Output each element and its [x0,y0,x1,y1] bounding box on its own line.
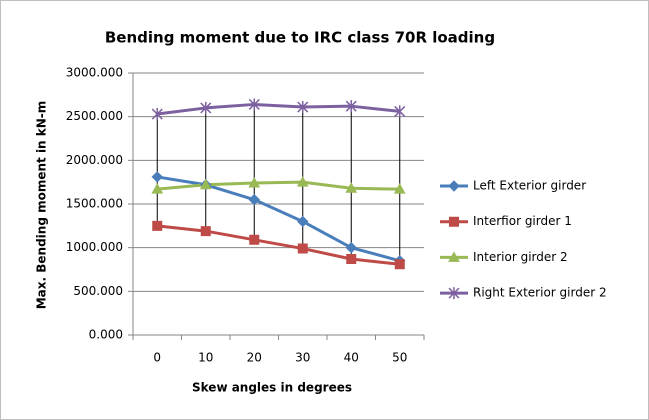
marker [448,251,460,262]
marker [346,254,357,265]
legend-label: Right Exterior girder 2 [473,286,607,300]
marker [248,98,260,111]
marker [297,215,309,228]
marker [296,176,309,187]
y-tick-label: 2500.000 [66,109,123,123]
marker [394,259,405,270]
x-tick-label: 40 [344,351,359,365]
chart-title: Bending moment due to IRC class 70R load… [105,29,495,47]
x-tick-label: 50 [392,351,407,365]
marker [449,216,459,227]
marker [297,101,309,114]
series-line [157,180,400,191]
marker [200,101,212,114]
y-tick-label: 500.000 [73,284,123,298]
marker [448,180,460,192]
marker [345,100,357,113]
legend-label: Left Exterior girder [473,179,586,193]
marker [248,177,261,188]
marker [151,108,163,121]
marker [393,183,406,194]
marker [249,234,260,245]
marker [345,182,358,193]
x-tick-label: 0 [153,351,161,365]
series-line [157,175,401,263]
y-axis-title: Max. Bending moment in kN-m [35,101,49,310]
y-tick-label: 0.000 [89,328,123,342]
legend-label: Interior girder 2 [473,250,568,264]
x-tick-label: 10 [198,351,213,365]
marker [152,220,163,231]
x-tick-label: 20 [247,351,262,365]
y-tick-label: 1000.000 [66,240,123,254]
x-axis-title: Skew angles in degrees [192,381,352,395]
marker [199,178,212,190]
legend-label: Interfior girder 1 [473,214,572,228]
series-line [157,102,400,116]
marker [448,287,460,300]
marker [151,183,164,194]
y-tick-label: 2000.000 [66,153,123,167]
marker [200,226,211,237]
marker [248,193,260,206]
marker [297,243,308,254]
y-tick-label: 1500.000 [66,197,123,211]
x-tick-label: 30 [295,351,310,365]
marker [345,241,357,254]
y-tick-label: 3000.000 [66,66,123,80]
marker [151,171,163,183]
series-line [157,224,400,266]
marker [394,105,406,118]
